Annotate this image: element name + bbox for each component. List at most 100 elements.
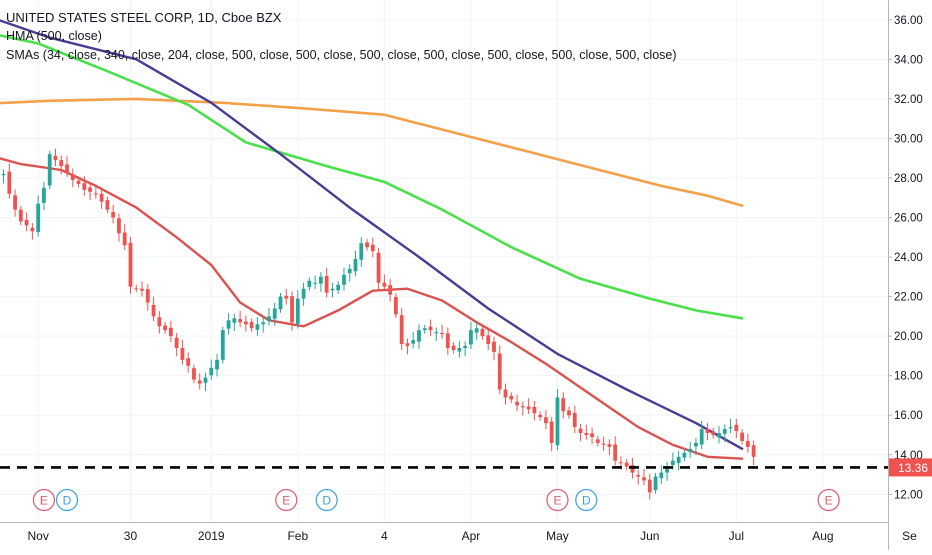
candle (290, 291, 294, 331)
y-tick-label: 36.00 (894, 15, 923, 27)
candle-body (682, 452, 687, 458)
candle (520, 401, 525, 416)
candle-body (215, 359, 219, 370)
candle (365, 238, 369, 251)
candle (515, 394, 519, 412)
candle (203, 372, 208, 392)
candle-body (70, 174, 75, 180)
earnings-icon: E (275, 488, 298, 512)
event-badge (315, 488, 338, 512)
candle (394, 293, 398, 318)
x-tick-label: Jul (729, 529, 744, 543)
candle (70, 168, 75, 188)
x-tick-label: Apr (462, 529, 481, 543)
candle-body (745, 440, 750, 447)
candle (388, 279, 393, 302)
candle (186, 352, 191, 373)
candle-body (584, 433, 589, 435)
candle-body (1, 174, 6, 176)
event-badge (275, 488, 298, 512)
candle-body (751, 445, 756, 457)
candle-body (555, 397, 560, 446)
candle-body (653, 476, 658, 490)
candle (313, 275, 318, 290)
candle-body (307, 280, 312, 288)
candle-body (145, 289, 150, 303)
candle (7, 163, 12, 199)
candle-body (636, 474, 641, 477)
candle-body (197, 380, 202, 384)
candle-body (347, 268, 352, 274)
candle (168, 320, 173, 343)
candle-body (469, 330, 473, 345)
candle (342, 267, 346, 291)
chart-legend: UNITED STATES STEEL CORP, 1D, Cboe BZX H… (6, 8, 677, 65)
y-axis-panel (888, 0, 932, 550)
candle-body (526, 406, 531, 410)
candle (422, 324, 427, 334)
candle (411, 331, 416, 349)
candle (613, 436, 618, 466)
candle-body (117, 218, 121, 234)
candle-body (232, 318, 237, 323)
y-tick-label: 32.00 (894, 94, 923, 106)
candle-body (428, 326, 433, 331)
candle-body (163, 325, 167, 331)
candle (197, 373, 202, 390)
candle (417, 324, 421, 349)
event-badge (817, 488, 840, 512)
event-label: D (322, 494, 331, 508)
candle-body (243, 321, 248, 325)
candle (497, 345, 502, 395)
candle-body (226, 320, 231, 329)
candle (647, 473, 652, 500)
candle (24, 212, 29, 232)
candle-body (88, 187, 92, 192)
candle (382, 274, 387, 292)
candle-body (278, 296, 283, 310)
candle-body (209, 367, 214, 376)
candle (705, 423, 710, 441)
candle-body (267, 316, 271, 321)
earnings-icon: E (546, 488, 569, 512)
candle (624, 459, 629, 471)
candle (261, 317, 266, 333)
candle-body (422, 328, 427, 331)
candle-body (520, 406, 525, 408)
candle-body (624, 462, 629, 467)
candle (324, 267, 329, 298)
candle (555, 389, 560, 451)
candle-body (590, 433, 594, 437)
y-tick-label: 16.00 (894, 410, 923, 422)
candle-body (42, 187, 46, 203)
candle-body (474, 328, 479, 333)
candle (445, 327, 450, 356)
candle-body (203, 377, 208, 383)
candle (53, 148, 58, 167)
candle (192, 364, 196, 384)
candle-body (134, 288, 139, 290)
candle (601, 436, 606, 451)
candle (134, 284, 139, 293)
candle (47, 150, 52, 190)
candle-body (497, 353, 502, 390)
candle (111, 204, 116, 224)
candle-body (694, 442, 698, 447)
candle (440, 324, 444, 339)
sma-34-line (0, 157, 744, 460)
candle (347, 264, 352, 282)
candle-body (417, 330, 421, 342)
candle (676, 450, 681, 471)
candle (65, 156, 69, 177)
candle-body (647, 479, 652, 493)
sma-200-line (0, 34, 744, 320)
candle (722, 424, 727, 443)
candle-body (572, 412, 577, 428)
y-tick-label: 30.00 (894, 133, 923, 145)
candle (209, 359, 214, 381)
x-tick-label: Se (902, 529, 917, 543)
candle-body (670, 460, 675, 466)
candle (376, 247, 381, 292)
candle (93, 185, 98, 199)
